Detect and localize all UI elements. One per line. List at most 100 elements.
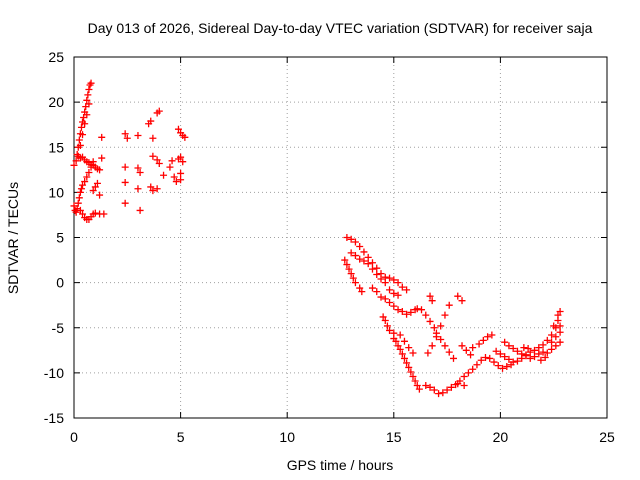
data-point-marker: [473, 361, 481, 369]
data-point-marker: [381, 279, 389, 287]
data-point-marker: [349, 274, 357, 282]
data-point-marker: [149, 152, 157, 160]
data-point-marker: [475, 340, 483, 348]
data-point-marker: [347, 249, 355, 257]
data-point-marker: [443, 386, 451, 394]
x-tick-label: 15: [386, 429, 402, 445]
data-point-marker: [543, 349, 551, 357]
data-point-marker: [81, 120, 89, 128]
data-point-marker: [72, 157, 80, 165]
data-point-marker: [72, 208, 80, 216]
data-point-marker: [360, 248, 368, 256]
data-point-marker: [552, 333, 560, 341]
data-point-marker: [513, 347, 521, 355]
data-point-marker: [81, 178, 89, 186]
data-point-marker: [98, 154, 106, 162]
data-point-marker: [76, 188, 84, 196]
data-point-marker: [415, 385, 423, 393]
data-point-marker: [422, 382, 430, 390]
data-point-marker: [74, 199, 82, 207]
data-point-marker: [405, 363, 413, 371]
data-point-marker: [149, 187, 157, 195]
data-point-marker: [469, 365, 477, 373]
data-point-marker: [426, 292, 434, 300]
data-point-marker: [400, 354, 408, 362]
data-point-marker: [460, 382, 468, 390]
data-point-marker: [373, 288, 381, 296]
series-arc-12-5h-upper: [343, 234, 411, 299]
plot-frame: [73, 56, 608, 419]
axis-tick-labels: 0 5 10 15 20 25 -15 -10 -5 0 5 10 15 20 25: [44, 49, 615, 445]
data-point-marker: [458, 342, 466, 350]
data-point-marker: [556, 322, 564, 330]
data-point-marker: [386, 286, 394, 294]
data-point-marker: [403, 286, 411, 294]
data-point-marker: [537, 356, 545, 364]
data-point-marker: [464, 369, 472, 377]
data-point-marker: [413, 305, 421, 313]
data-point-marker: [84, 91, 92, 99]
data-point-marker: [147, 183, 155, 191]
data-point-marker: [447, 383, 455, 391]
data-point-marker: [134, 185, 142, 193]
y-tick-label: 5: [56, 230, 64, 246]
data-point-marker: [177, 176, 185, 184]
grid-lines: [74, 57, 607, 418]
data-point-marker: [360, 257, 368, 265]
data-point-marker: [172, 178, 180, 186]
data-point-marker: [394, 306, 402, 314]
data-point-marker: [85, 85, 93, 93]
data-point-marker: [392, 337, 400, 345]
x-tick-label: 5: [177, 429, 185, 445]
data-point-marker: [343, 261, 351, 269]
data-point-marker: [377, 293, 385, 301]
data-point-marker: [343, 234, 351, 241]
data-point-marker: [503, 363, 511, 371]
data-point-marker: [83, 96, 91, 104]
data-point-marker: [351, 252, 359, 260]
data-point-marker: [492, 347, 500, 355]
data-point-marker: [550, 322, 558, 330]
data-point-marker: [531, 346, 539, 354]
data-point-marker: [400, 337, 408, 345]
data-point-marker: [441, 342, 449, 350]
data-point-marker: [531, 353, 539, 361]
data-point-marker: [524, 345, 532, 353]
data-point-marker: [449, 354, 457, 362]
data-point-marker: [479, 336, 487, 344]
data-point-marker: [526, 348, 534, 356]
y-tick-label: 25: [48, 49, 64, 65]
data-point-marker: [91, 183, 99, 191]
data-point-marker: [381, 317, 389, 325]
data-point-marker: [153, 156, 161, 164]
data-markers: [70, 79, 564, 398]
data-point-marker: [424, 349, 432, 357]
data-point-marker: [383, 322, 391, 330]
data-point-marker: [407, 368, 415, 376]
data-point-marker: [386, 326, 394, 334]
data-point-marker: [509, 345, 517, 353]
data-point-marker: [168, 157, 176, 165]
data-point-marker: [153, 185, 161, 193]
data-point-marker: [394, 342, 402, 350]
data-point-marker: [422, 311, 430, 319]
data-point-marker: [121, 130, 129, 138]
data-point-marker: [548, 331, 556, 339]
data-point-marker: [155, 107, 163, 115]
y-tick-label: -5: [52, 320, 65, 336]
data-point-marker: [462, 346, 470, 354]
data-point-marker: [435, 390, 443, 398]
y-tick-label: -15: [44, 410, 64, 426]
data-point-marker: [407, 308, 415, 316]
data-point-marker: [351, 279, 359, 287]
data-point-marker: [541, 354, 549, 362]
data-point-marker: [79, 210, 87, 218]
x-tick-label: 25: [599, 429, 615, 445]
series-mid-band-early: [74, 133, 108, 218]
data-point-marker: [356, 284, 364, 292]
data-point-marker: [373, 264, 381, 272]
data-point-marker: [85, 169, 93, 177]
data-point-marker: [347, 270, 355, 278]
x-tick-label: 0: [70, 429, 78, 445]
